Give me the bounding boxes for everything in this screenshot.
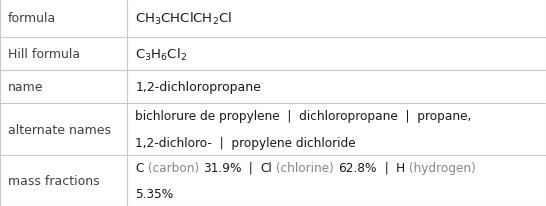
Text: 62.8%: 62.8%	[338, 161, 377, 174]
Text: H: H	[396, 161, 406, 174]
Text: |: |	[241, 161, 261, 174]
Text: bichlorure de propylene  |  dichloropropane  |  propane,: bichlorure de propylene | dichloropropan…	[135, 109, 471, 122]
Text: $\mathregular{C_3H_6Cl_2}$: $\mathregular{C_3H_6Cl_2}$	[135, 46, 187, 62]
Text: 1,2-dichloro-  |  propylene dichloride: 1,2-dichloro- | propylene dichloride	[135, 136, 356, 149]
Text: C: C	[135, 161, 144, 174]
Text: formula: formula	[8, 12, 56, 25]
Text: 1,2-dichloropropane: 1,2-dichloropropane	[135, 81, 261, 94]
Text: (carbon): (carbon)	[144, 161, 203, 174]
Text: |: |	[377, 161, 396, 174]
Text: alternate names: alternate names	[8, 123, 111, 136]
Text: 5.35%: 5.35%	[135, 187, 174, 200]
Text: (hydrogen): (hydrogen)	[406, 161, 476, 174]
Text: Hill formula: Hill formula	[8, 48, 80, 61]
Text: mass fractions: mass fractions	[8, 174, 99, 187]
Text: $\mathregular{CH_3CHClCH_2Cl}$: $\mathregular{CH_3CHClCH_2Cl}$	[135, 11, 232, 27]
Text: name: name	[8, 81, 44, 94]
Text: Cl: Cl	[261, 161, 272, 174]
Text: (chlorine): (chlorine)	[272, 161, 338, 174]
Text: 31.9%: 31.9%	[203, 161, 241, 174]
